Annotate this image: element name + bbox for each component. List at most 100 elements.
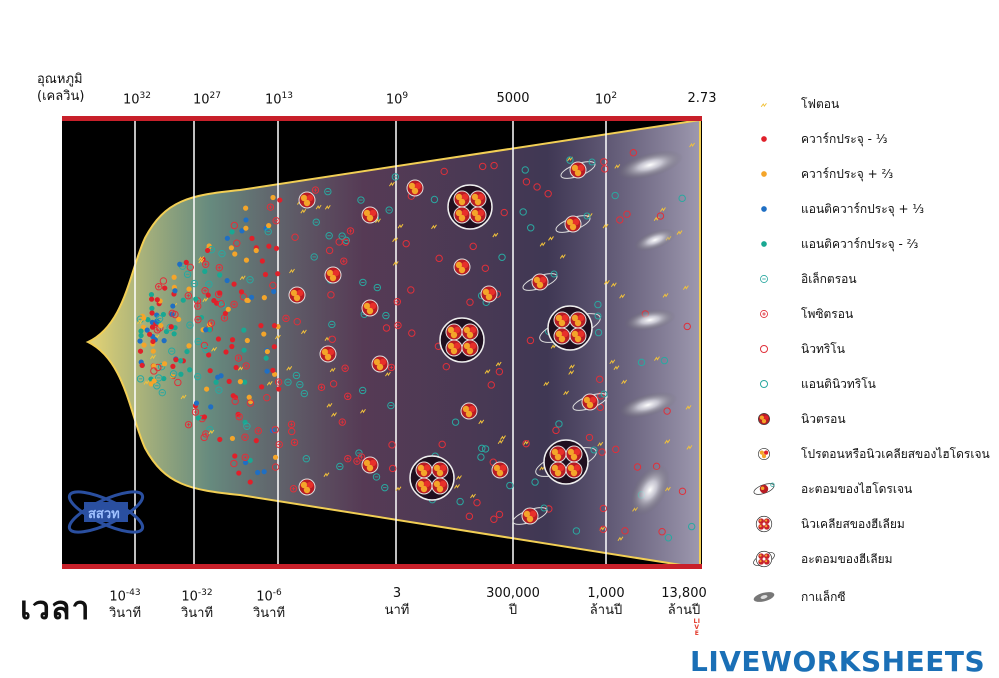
particle	[357, 453, 366, 461]
legend-label: ควาร์กประจุ + ⅔	[801, 166, 894, 181]
temperature-value: 1013	[265, 91, 293, 108]
legend-item: โพซิตรอน	[752, 302, 853, 326]
particle	[246, 276, 254, 284]
particle	[430, 195, 439, 204]
photon	[613, 365, 620, 370]
particle	[137, 348, 144, 354]
particle	[678, 194, 686, 203]
particle	[161, 375, 167, 382]
particle	[637, 358, 646, 367]
orbital-electron	[550, 270, 558, 278]
particle	[629, 149, 638, 157]
temperature-value: 102	[594, 91, 618, 108]
particle	[296, 380, 304, 389]
photon	[492, 232, 499, 238]
particle	[241, 327, 247, 333]
particle	[601, 165, 609, 173]
galaxy	[618, 391, 678, 419]
particle	[382, 311, 390, 320]
particle	[147, 331, 153, 337]
photon	[539, 242, 546, 247]
particle	[186, 263, 195, 272]
proton-icon	[752, 442, 776, 466]
particle	[208, 404, 214, 410]
particle	[660, 356, 669, 365]
photon	[323, 472, 330, 477]
helium-atom-icon	[752, 547, 776, 571]
particle	[231, 397, 239, 405]
particle	[233, 364, 239, 371]
photon	[559, 254, 566, 259]
neutrino-icon	[752, 337, 776, 361]
particle	[203, 327, 209, 333]
particle	[344, 454, 352, 463]
photon	[478, 419, 485, 425]
particle	[269, 281, 277, 290]
particle	[266, 203, 275, 211]
temperature-value: 1027	[193, 91, 221, 108]
photon	[686, 445, 693, 450]
particle-field	[136, 142, 696, 542]
particle	[533, 183, 541, 191]
particle	[594, 300, 602, 309]
helium-nucleus	[409, 455, 455, 501]
photon	[286, 366, 293, 371]
particle	[355, 449, 363, 457]
photon	[682, 285, 689, 290]
particle	[495, 510, 504, 519]
particle	[193, 400, 200, 406]
particle	[138, 328, 144, 334]
particle	[141, 315, 147, 321]
particle	[200, 256, 206, 262]
helium-nucleus-icon	[752, 512, 776, 536]
photon	[150, 354, 156, 360]
particle	[519, 208, 527, 216]
particle	[572, 527, 581, 535]
particle	[239, 228, 245, 234]
legend-item: โฟตอน	[752, 92, 839, 116]
particle	[498, 253, 506, 261]
particle	[233, 239, 241, 247]
particle	[241, 347, 247, 353]
photon-icon	[752, 92, 776, 116]
particle	[325, 246, 334, 255]
particle	[664, 534, 673, 542]
photon	[523, 440, 530, 445]
particle	[338, 418, 346, 426]
particle	[161, 361, 168, 367]
legend-label: นิวเคลียสของฮีเลียม	[801, 516, 905, 531]
positron-icon	[752, 302, 776, 326]
particle	[623, 210, 631, 218]
particle	[168, 324, 174, 330]
particle	[261, 469, 267, 475]
particle	[263, 355, 269, 361]
hydrogen-atom-icon	[752, 477, 776, 501]
helium-nucleus	[547, 305, 593, 351]
particle	[338, 232, 346, 240]
orbital-electron	[590, 446, 598, 454]
temperature-label-line1: อุณหภูมิ	[37, 72, 83, 87]
particle	[506, 481, 514, 490]
particle	[597, 392, 605, 400]
particle	[527, 224, 535, 232]
particle	[327, 291, 335, 299]
legend-item: กาแล็กซี	[752, 585, 846, 609]
particle	[324, 187, 332, 196]
particle	[222, 310, 229, 317]
particle	[236, 470, 242, 476]
particle	[234, 354, 243, 362]
particle	[259, 384, 265, 390]
particle	[154, 297, 160, 303]
particle	[275, 440, 283, 449]
particle	[205, 247, 211, 254]
particle	[271, 425, 279, 434]
particle	[194, 302, 202, 310]
particle	[678, 487, 687, 496]
temperature-value: 1032	[123, 91, 151, 108]
particle	[178, 371, 184, 377]
particle	[243, 217, 249, 223]
helium-nucleus	[447, 184, 493, 230]
time-value: 10-32 วินาที	[180, 588, 214, 622]
particle	[341, 238, 350, 246]
particle	[217, 300, 225, 308]
